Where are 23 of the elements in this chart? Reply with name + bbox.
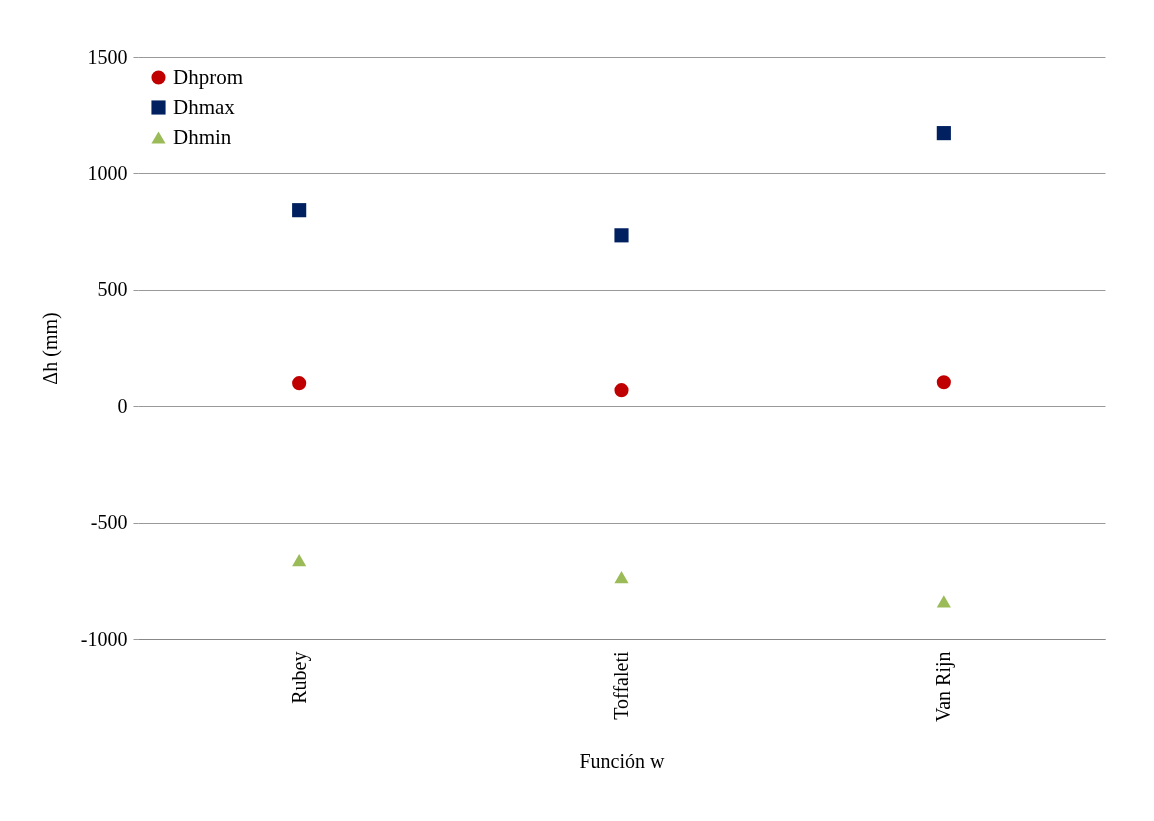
y-axis-title: Δh (mm)	[38, 312, 62, 385]
y-tick-label: 0	[117, 394, 128, 417]
x-axis-title: Función w	[579, 750, 666, 773]
y-tick-label: -500	[90, 511, 128, 534]
point	[292, 203, 307, 218]
point	[292, 553, 307, 567]
point	[936, 126, 951, 141]
y-tick-label: -1000	[80, 627, 128, 650]
point	[936, 595, 951, 608]
point	[614, 228, 629, 243]
point	[614, 570, 629, 584]
x-tick-label: Toffaleti	[610, 651, 632, 720]
x-tick-label: Van Rijn	[932, 651, 956, 723]
x-tick-label: Rubey	[287, 651, 311, 704]
legend-label: Dhmax	[173, 94, 236, 119]
y-tick-label: 1000	[87, 161, 128, 184]
legend-label: Dhmin	[173, 124, 232, 149]
point	[614, 383, 629, 398]
y-tick-label: 500	[97, 278, 128, 301]
point	[936, 375, 951, 390]
legend-label: Dhprom	[173, 64, 243, 89]
point	[292, 376, 307, 391]
y-tick-label: 1500	[87, 45, 128, 68]
